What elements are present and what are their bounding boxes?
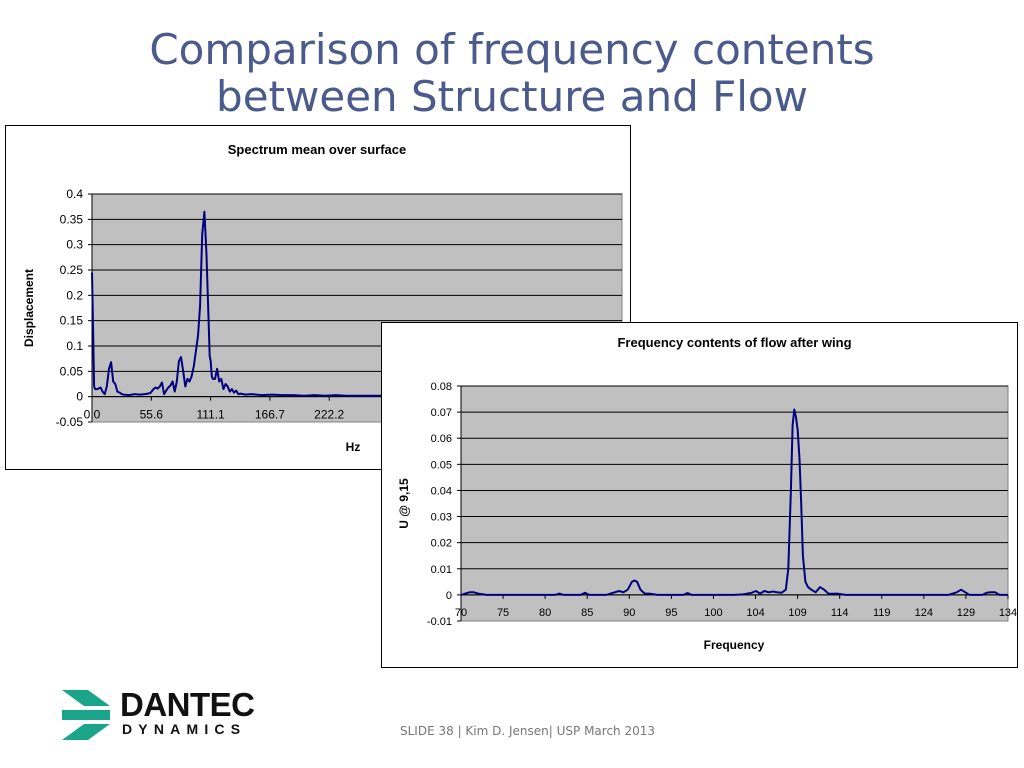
x-tick-label: 80 xyxy=(539,607,551,619)
x-tick-label: 0.0 xyxy=(84,408,101,422)
x-tick-label: 222.2 xyxy=(314,408,344,422)
y-tick-label: 0.03 xyxy=(431,512,452,524)
x-tick-label: 75 xyxy=(497,607,509,619)
y-tick-label: 0.35 xyxy=(60,212,84,226)
logo-text-dynamics: DYNAMICS xyxy=(122,721,247,737)
x-axis-label: Frequency xyxy=(704,638,765,652)
y-tick-label: 0.04 xyxy=(431,485,452,497)
y-tick-label: 0.25 xyxy=(60,263,84,277)
spectrum-chart: -0.05 0 0.05 0.1 0.15 0.2 0.25 0.3 0.35 0.4 0.0 55.… xyxy=(5,125,631,470)
y-axis-label: U @ 9,15 xyxy=(397,478,411,529)
y-tick-label: 0.05 xyxy=(431,459,452,471)
x-tick-label: 134 xyxy=(999,607,1017,619)
y-tick-label: 0.05 xyxy=(60,364,84,378)
x-tick-label: 119 xyxy=(873,607,891,619)
x-tick-label: 104 xyxy=(746,607,764,619)
flow-frequency-chart-svg: -0.01 0 0.01 0.02 0.03 0.04 0.05 0.06 0.07 0.08 70… xyxy=(397,335,1017,652)
dantec-logo: DANTEC DYNAMICS xyxy=(62,686,272,742)
x-tick-label: 90 xyxy=(623,607,635,619)
y-tick-label: 0.15 xyxy=(60,314,84,328)
y-tick-label: -0.01 xyxy=(427,616,452,628)
y-tick-label: 0.1 xyxy=(66,339,83,353)
y-tick-label: -0.05 xyxy=(56,415,84,429)
y-tick-label: 0.3 xyxy=(66,238,83,252)
y-tick-label: 0 xyxy=(76,390,83,404)
y-tick-label: 0.2 xyxy=(66,288,83,302)
x-tick-label: 109 xyxy=(788,607,806,619)
x-tick-label: 95 xyxy=(665,607,677,619)
plot-area xyxy=(460,385,1009,622)
x-axis-label: Hz xyxy=(346,440,361,454)
x-tick-label: 129 xyxy=(957,607,975,619)
x-tick-label: 166.7 xyxy=(255,408,285,422)
slide-title-line2: between Structure and Flow xyxy=(216,72,808,121)
series-line xyxy=(460,408,1008,596)
y-tick-label: 0.02 xyxy=(431,538,452,550)
spectrum-chart-svg: -0.05 0 0.05 0.1 0.15 0.2 0.25 0.3 0.35 0.4 0.0 55.… xyxy=(22,142,623,454)
chart-title: Spectrum mean over surface xyxy=(228,142,406,157)
x-tick-label: 124 xyxy=(915,607,933,619)
y-tick-label: 0.06 xyxy=(431,433,452,445)
series-line xyxy=(91,210,389,397)
flow-frequency-chart: -0.01 0 0.01 0.02 0.03 0.04 0.05 0.06 0.07 0.08 70… xyxy=(381,322,1018,668)
slide-title: Comparison of frequency contents between… xyxy=(0,26,1024,120)
x-tick-label: 55.6 xyxy=(140,408,164,422)
chart-title: Frequency contents of flow after wing xyxy=(617,335,851,350)
slide-footer: SLIDE 38 | Kim D. Jensen| USP March 2013 xyxy=(400,724,656,738)
y-tick-label: 0.07 xyxy=(431,407,452,419)
x-tick-label: 100 xyxy=(704,607,722,619)
y-tick-label: 0.08 xyxy=(431,381,452,393)
x-tick-label: 85 xyxy=(581,607,593,619)
x-tick-label: 114 xyxy=(831,607,849,619)
dantec-logo-mark xyxy=(62,690,110,740)
y-tick-label: 0.01 xyxy=(431,564,452,576)
logo-text-dantec: DANTEC xyxy=(120,686,255,723)
y-tick-label: 0.4 xyxy=(66,187,83,201)
y-axis-label: Displacement xyxy=(22,269,36,347)
x-tick-label: 70 xyxy=(455,607,467,619)
x-tick-label: 111.1 xyxy=(196,408,225,422)
slide-title-line1: Comparison of frequency contents xyxy=(149,25,875,74)
y-tick-label: 0 xyxy=(446,590,452,602)
